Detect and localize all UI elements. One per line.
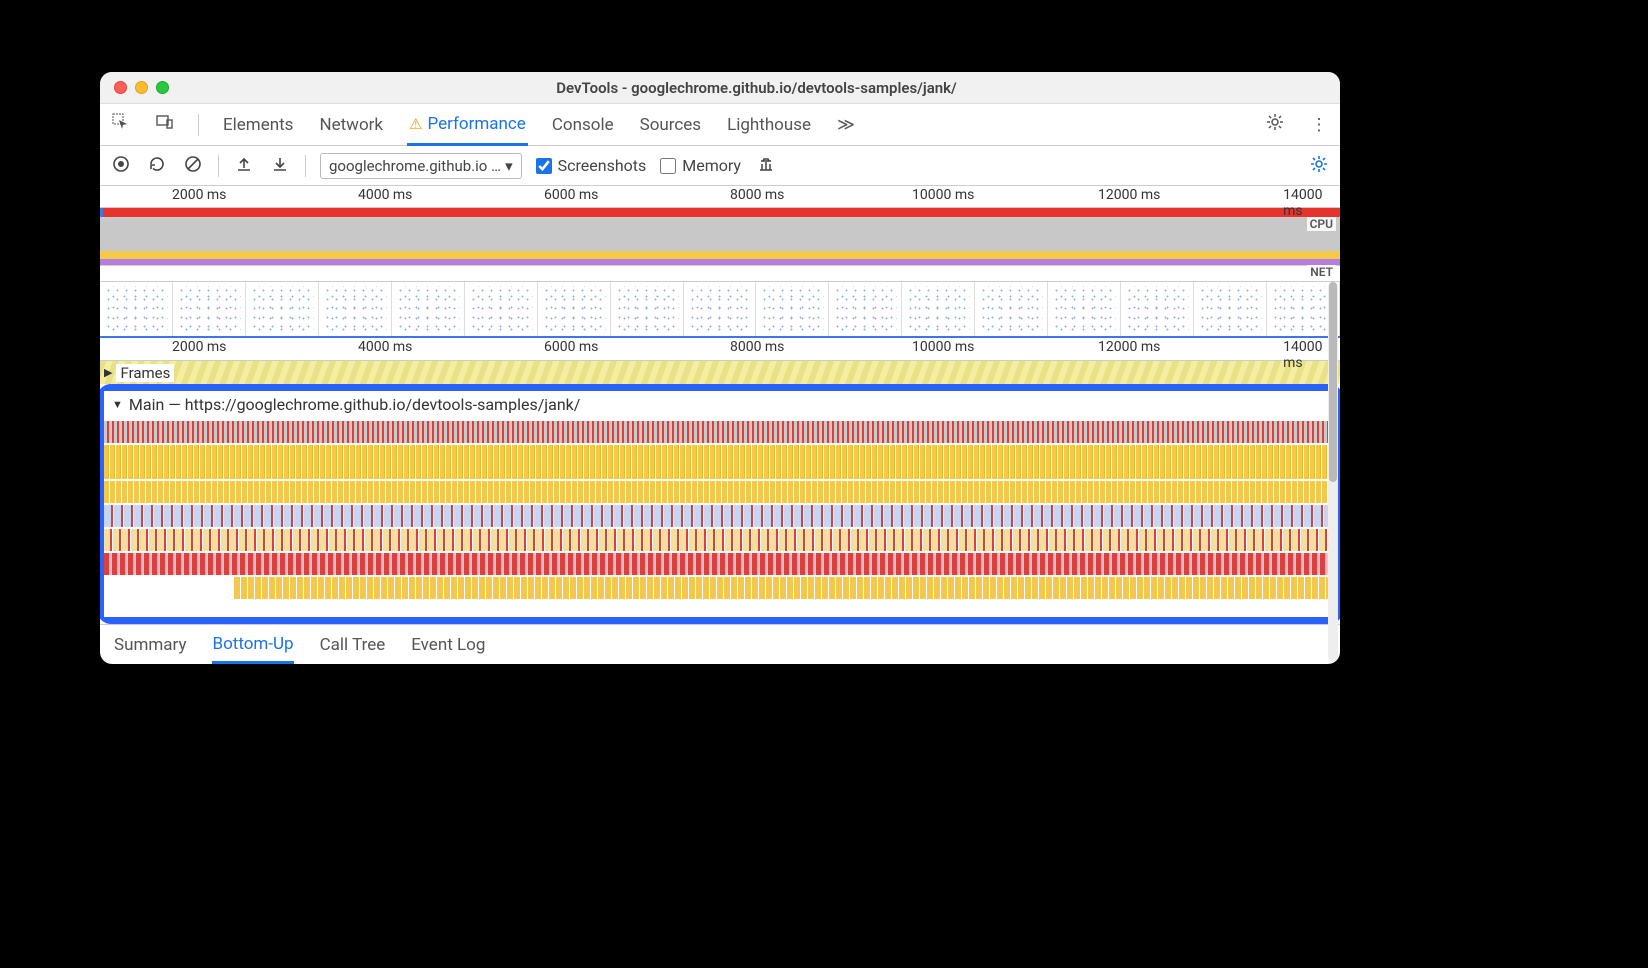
performance-toolbar: googlechrome.github.io … ▾ Screenshots M… — [100, 146, 1340, 186]
screenshot-thumbnail[interactable] — [902, 282, 975, 336]
screenshot-thumbnail[interactable] — [975, 282, 1048, 336]
window-controls — [114, 81, 169, 94]
screenshot-thumbnail[interactable] — [829, 282, 902, 336]
tab-bottom-up[interactable]: Bottom-Up — [212, 627, 293, 664]
tab-console[interactable]: Console — [550, 106, 616, 144]
ruler-tick: 10000 ms — [912, 339, 974, 355]
screenshot-thumbnail[interactable] — [684, 282, 757, 336]
tab-network[interactable]: Network — [317, 106, 385, 144]
ruler-tick: 2000 ms — [172, 339, 226, 355]
tab-elements[interactable]: Elements — [221, 106, 295, 144]
kebab-menu-icon[interactable]: ⋮ — [1308, 115, 1330, 135]
frames-track[interactable]: ▶ Frames — [100, 360, 1340, 384]
garbage-collect-icon[interactable] — [755, 155, 777, 177]
ruler-tick: 8000 ms — [730, 187, 784, 203]
panel-tabs: Elements Network Performance Console Sou… — [100, 104, 1340, 146]
flame-ruler[interactable]: 2000 ms 4000 ms 6000 ms 8000 ms 10000 ms 1200… — [100, 338, 1340, 360]
zoom-window-button[interactable] — [156, 81, 169, 94]
close-window-button[interactable] — [114, 81, 127, 94]
screenshots-label: Screenshots — [558, 156, 647, 175]
memory-label: Memory — [682, 156, 741, 175]
screenshot-thumbnail[interactable] — [392, 282, 465, 336]
overview-activity-bar[interactable] — [100, 208, 1340, 218]
flame-lane-task[interactable] — [104, 421, 1336, 443]
recording-selector[interactable]: googlechrome.github.io … ▾ — [320, 153, 522, 179]
capture-settings-icon[interactable] — [1308, 154, 1330, 178]
main-section-highlight: ▼ Main — https://googlechrome.github.io/… — [100, 384, 1340, 624]
ruler-tick: 8000 ms — [730, 339, 784, 355]
flame-lane-scripting-1[interactable] — [104, 445, 1336, 479]
reload-record-icon[interactable] — [146, 155, 168, 177]
settings-icon[interactable] — [1264, 112, 1286, 137]
record-icon[interactable] — [110, 155, 132, 177]
recording-selector-label: googlechrome.github.io … — [329, 157, 501, 175]
ruler-tick: 4000 ms — [358, 187, 412, 203]
minimize-window-button[interactable] — [135, 81, 148, 94]
cpu-rendering-band — [100, 259, 1340, 265]
main-track-label: Main — https://googlechrome.github.io/de… — [129, 395, 581, 414]
chevron-down-icon: ▾ — [505, 157, 513, 175]
ruler-tick: 6000 ms — [544, 187, 598, 203]
flame-lane-paint[interactable] — [104, 553, 1336, 575]
upload-icon[interactable] — [233, 155, 255, 177]
screenshot-thumbnail[interactable] — [1048, 282, 1121, 336]
main-track-header[interactable]: ▼ Main — https://googlechrome.github.io/… — [104, 391, 1336, 417]
net-overview[interactable]: NET — [100, 266, 1340, 282]
titlebar: DevTools - googlechrome.github.io/devtoo… — [100, 72, 1340, 104]
ruler-tick: 10000 ms — [912, 187, 974, 203]
download-icon[interactable] — [269, 155, 291, 177]
window-title: DevTools - googlechrome.github.io/devtoo… — [187, 79, 1326, 97]
device-toolbar-icon[interactable] — [154, 112, 176, 137]
overview-ruler[interactable]: 2000 ms 4000 ms 6000 ms 8000 ms 10000 ms 1200… — [100, 186, 1340, 208]
tab-event-log[interactable]: Event Log — [411, 628, 485, 662]
ruler-tick: 2000 ms — [172, 187, 226, 203]
screenshot-thumbnail[interactable] — [100, 282, 173, 336]
more-tabs-icon[interactable]: ≫ — [835, 115, 857, 135]
screenshot-filmstrip[interactable] — [100, 282, 1340, 338]
screenshots-checkbox-input[interactable] — [536, 158, 552, 174]
screenshot-thumbnail[interactable] — [465, 282, 538, 336]
flame-lane-bottom[interactable] — [234, 577, 1336, 599]
ruler-tick: 12000 ms — [1098, 187, 1160, 203]
flame-chart[interactable] — [104, 417, 1336, 617]
screenshot-thumbnail[interactable] — [538, 282, 611, 336]
flame-lane-layout-1[interactable] — [104, 505, 1336, 527]
divider — [218, 155, 219, 177]
screenshots-checkbox[interactable]: Screenshots — [536, 156, 647, 175]
ruler-tick: 14000 ms — [1283, 187, 1322, 219]
tab-performance[interactable]: Performance — [407, 105, 528, 146]
collapse-icon[interactable]: ▼ — [112, 398, 123, 411]
screenshot-thumbnail[interactable] — [319, 282, 392, 336]
screenshot-thumbnail[interactable] — [1121, 282, 1194, 336]
screenshot-thumbnail[interactable] — [1194, 282, 1267, 336]
screenshot-thumbnail[interactable] — [173, 282, 246, 336]
clear-icon[interactable] — [182, 155, 204, 177]
memory-checkbox[interactable]: Memory — [660, 156, 741, 175]
tab-lighthouse[interactable]: Lighthouse — [725, 106, 813, 144]
devtools-window: DevTools - googlechrome.github.io/devtoo… — [100, 72, 1340, 664]
tab-summary[interactable]: Summary — [114, 628, 186, 662]
flame-lane-layout-2[interactable] — [104, 529, 1336, 551]
inspect-icon[interactable] — [110, 112, 132, 137]
frames-label: Frames — [116, 364, 174, 382]
screenshot-thumbnail[interactable] — [611, 282, 684, 336]
ruler-tick: 6000 ms — [544, 339, 598, 355]
expand-icon[interactable]: ▶ — [104, 366, 112, 379]
ruler-tick: 14000 ms — [1283, 339, 1322, 371]
cpu-overview[interactable]: CPU — [100, 218, 1340, 266]
screenshot-thumbnail[interactable] — [246, 282, 319, 336]
tab-sources[interactable]: Sources — [638, 106, 703, 144]
net-label: NET — [1307, 265, 1336, 279]
vertical-scrollbar[interactable] — [1328, 282, 1338, 662]
divider — [305, 155, 306, 177]
ruler-tick: 12000 ms — [1098, 339, 1160, 355]
divider — [198, 114, 199, 136]
screenshot-thumbnail[interactable] — [756, 282, 829, 336]
flame-lane-scripting-2[interactable] — [104, 481, 1336, 503]
memory-checkbox-input[interactable] — [660, 158, 676, 174]
ruler-tick: 4000 ms — [358, 339, 412, 355]
details-tabs: Summary Bottom-Up Call Tree Event Log — [100, 624, 1340, 664]
tab-call-tree[interactable]: Call Tree — [320, 628, 386, 662]
cpu-label: CPU — [1307, 217, 1336, 231]
